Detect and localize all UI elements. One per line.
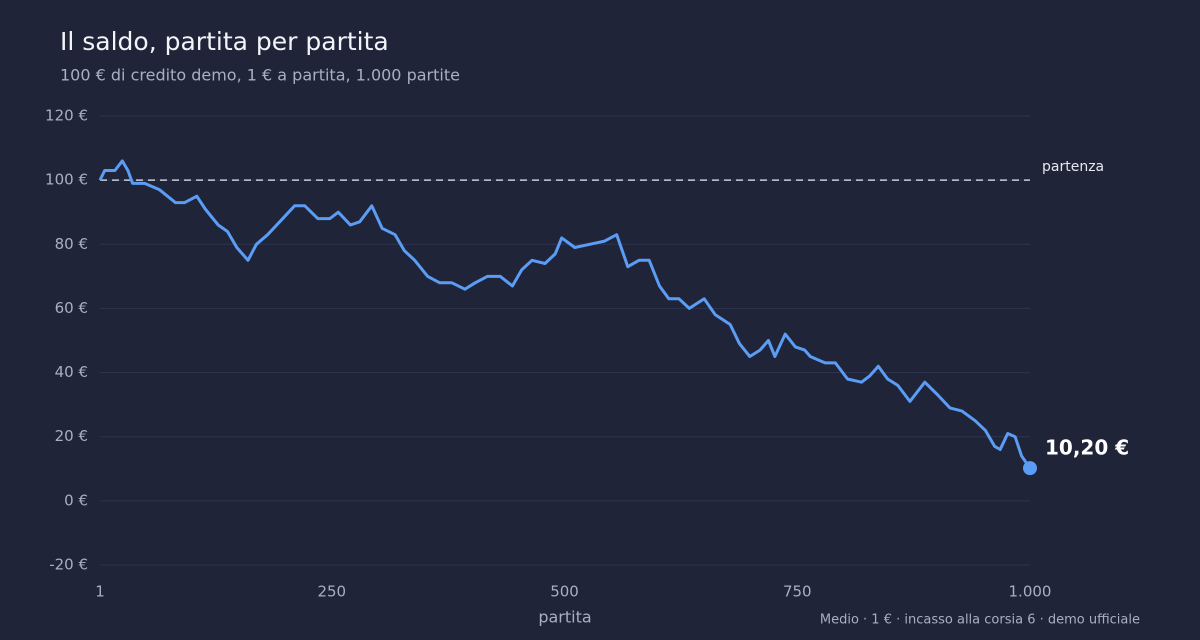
- y-tick-label: 20 €: [55, 427, 88, 445]
- x-axis-label: partita: [538, 608, 591, 627]
- y-tick-label: 120 €: [45, 107, 88, 125]
- chart-subtitle: 100 € di credito demo, 1 € a partita, 1.…: [60, 66, 460, 85]
- y-tick-label: 80 €: [55, 235, 88, 253]
- y-tick-label: 40 €: [55, 363, 88, 381]
- y-tick-label: 0 €: [64, 491, 88, 509]
- x-tick-label: 250: [317, 583, 346, 601]
- x-tick-label: 750: [783, 583, 812, 601]
- end-label: 10,20 €: [1045, 436, 1129, 460]
- line-series: [98, 159, 1032, 469]
- x-tick-label: 500: [550, 583, 579, 601]
- chart-title: Il saldo, partita per partita: [60, 27, 389, 56]
- footnote: Medio · 1 € · incasso alla corsia 6 · de…: [820, 613, 1140, 628]
- y-tick-label: -20 €: [49, 556, 88, 574]
- x-tick-label: 1.000: [1009, 583, 1052, 601]
- x-tick-label: 1: [95, 583, 105, 601]
- y-tick-label: 100 €: [45, 171, 88, 189]
- end-point: [1023, 461, 1037, 476]
- reference-label: partenza: [1042, 159, 1104, 175]
- y-tick-label: 60 €: [55, 299, 88, 317]
